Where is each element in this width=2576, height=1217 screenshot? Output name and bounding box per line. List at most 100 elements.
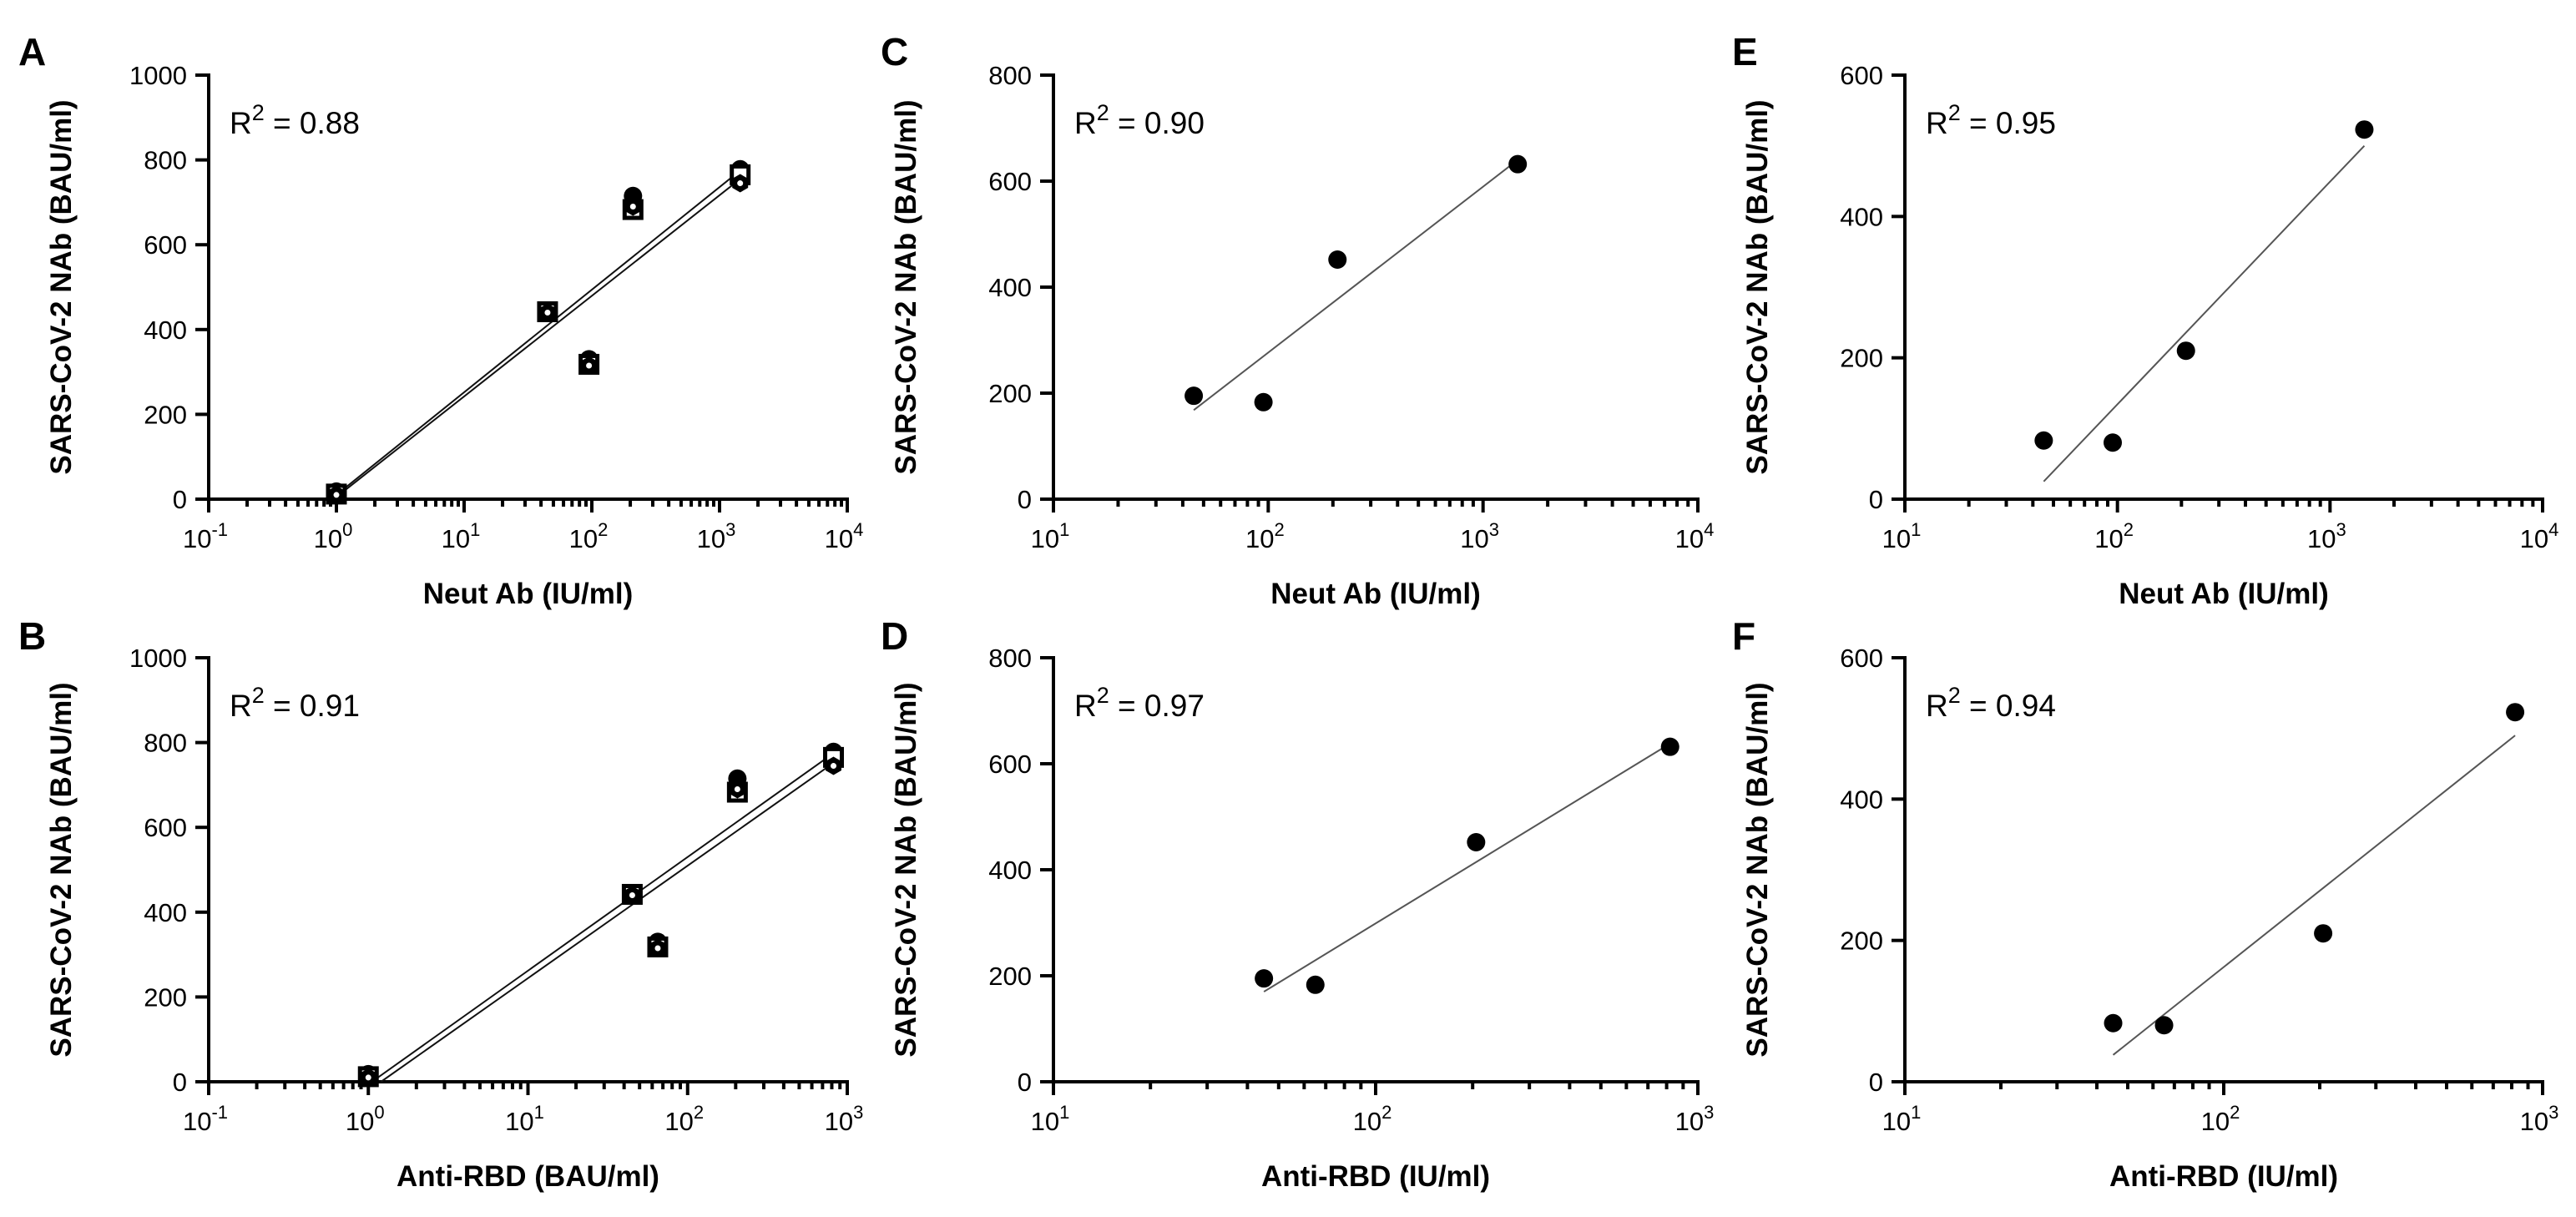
data-point-hexagon-center (734, 785, 740, 792)
r-squared-value: = 0.95 (1961, 106, 2056, 140)
x-tick-label: 102 (2094, 519, 2134, 553)
panel-letter: F (1732, 614, 1755, 658)
data-point (2104, 1013, 2123, 1033)
r-squared-exponent: 2 (1097, 683, 1109, 708)
x-tick-base: 10 (346, 1107, 374, 1136)
x-tick-base: 10 (1460, 524, 1488, 553)
x-tick-exponent: -1 (211, 1102, 228, 1123)
x-tick-base: 10 (664, 1107, 693, 1136)
x-tick-exponent: 1 (1911, 1102, 1921, 1123)
y-tick-label: 600 (1840, 61, 1883, 90)
data-point (2154, 1016, 2174, 1035)
y-tick-label: 800 (144, 146, 187, 175)
x-tick-base: 10 (183, 524, 211, 553)
x-tick-label: 101 (1882, 519, 1922, 553)
x-tick-exponent: 4 (853, 519, 863, 540)
regression-line (1193, 159, 1518, 412)
y-tick-label: 0 (173, 1068, 187, 1097)
x-tick-exponent: 2 (2124, 519, 2134, 540)
x-tick-base: 10 (2520, 1107, 2548, 1136)
y-axis-title: SARS-CoV-2 NAb (BAU/ml) (1741, 682, 1774, 1057)
r-squared-exponent: 2 (1948, 100, 1961, 125)
panel-letter: B (18, 614, 46, 658)
data-point-hexagon-center (586, 362, 593, 369)
x-tick-exponent: 3 (1704, 1102, 1714, 1123)
y-tick-label: 600 (144, 813, 187, 842)
y-axis-title: SARS-CoV-2 NAb (BAU/ml) (1741, 99, 1774, 474)
y-tick-label: 400 (144, 898, 187, 927)
panel-letter: A (18, 30, 46, 73)
x-tick-exponent: 3 (2548, 1102, 2558, 1123)
x-tick-label: 103 (825, 1102, 864, 1136)
panel-letter: D (881, 614, 908, 658)
y-tick-label: 0 (1869, 1068, 1883, 1097)
data-point (1254, 392, 1273, 412)
y-tick-label: 200 (144, 400, 187, 429)
y-tick-label: 0 (1869, 485, 1883, 514)
x-tick-exponent: 1 (470, 519, 480, 540)
x-tick-exponent: 3 (725, 519, 735, 540)
x-tick-exponent: 0 (374, 1102, 384, 1123)
data-point (2314, 924, 2333, 943)
x-tick-label: 101 (505, 1102, 544, 1136)
y-axis-title: SARS-CoV-2 NAb (BAU/ml) (45, 99, 78, 474)
y-tick-label: 200 (144, 982, 187, 1012)
x-tick-label: 101 (442, 519, 481, 553)
x-tick-exponent: 3 (1489, 519, 1499, 540)
data-point-hexagon-center (654, 945, 661, 952)
x-tick-exponent: 1 (1911, 519, 1921, 540)
x-tick-exponent: 2 (1274, 519, 1284, 540)
x-tick-exponent: 1 (534, 1102, 544, 1123)
x-tick-base: 10 (825, 524, 853, 553)
x-tick-label: 10-1 (183, 519, 228, 553)
x-tick-base: 10 (697, 524, 725, 553)
y-tick-label: 600 (988, 167, 1032, 196)
data-point (1328, 250, 1347, 269)
data-point (1184, 386, 1204, 406)
data-point-hexagon-center (544, 309, 551, 316)
r-squared-exponent: 2 (1948, 683, 1961, 708)
y-tick-label: 800 (988, 644, 1032, 673)
y-tick-label: 600 (1840, 644, 1883, 673)
x-tick-base: 10 (1675, 1107, 1704, 1136)
x-tick-exponent: 4 (2548, 519, 2558, 540)
regression-line (2043, 144, 2366, 482)
x-tick-base: 10 (505, 1107, 533, 1136)
r-squared-label: R2 = 0.90 (1074, 100, 1205, 140)
data-point (1255, 969, 1274, 988)
x-tick-base: 10 (1882, 524, 1911, 553)
x-axis-title: Anti-RBD (IU/ml) (1261, 1160, 1490, 1193)
r-squared-value: = 0.90 (1109, 106, 1205, 140)
y-tick-label: 0 (173, 485, 187, 514)
r-squared-prefix: R (1074, 689, 1097, 723)
y-tick-label: 200 (1840, 927, 1883, 956)
regression-line (380, 762, 835, 1083)
r-squared-value: = 0.88 (265, 106, 360, 140)
panel-letter: C (881, 30, 908, 73)
r-squared-label: R2 = 0.88 (230, 100, 360, 140)
x-tick-label: 103 (2520, 1102, 2559, 1136)
r-squared-prefix: R (1926, 106, 1948, 140)
x-tick-base: 10 (314, 524, 342, 553)
x-tick-label: 100 (314, 519, 353, 553)
r-squared-label: R2 = 0.94 (1926, 683, 2056, 723)
x-tick-exponent: 2 (2230, 1102, 2240, 1123)
x-axis-title: Anti-RBD (IU/ml) (2109, 1160, 2338, 1193)
x-tick-label: 103 (1675, 1102, 1715, 1136)
y-tick-label: 200 (1840, 344, 1883, 373)
x-tick-base: 10 (183, 1107, 211, 1136)
r-squared-label: R2 = 0.91 (230, 683, 360, 723)
x-tick-exponent: 2 (694, 1102, 704, 1123)
x-tick-base: 10 (2520, 524, 2548, 553)
x-tick-base: 10 (2201, 1107, 2230, 1136)
x-tick-exponent: 3 (853, 1102, 863, 1123)
data-point-hexagon-center (831, 763, 837, 770)
x-tick-label: 102 (1353, 1102, 1392, 1136)
regression-line (336, 178, 741, 498)
data-point-hexagon-center (629, 203, 636, 210)
